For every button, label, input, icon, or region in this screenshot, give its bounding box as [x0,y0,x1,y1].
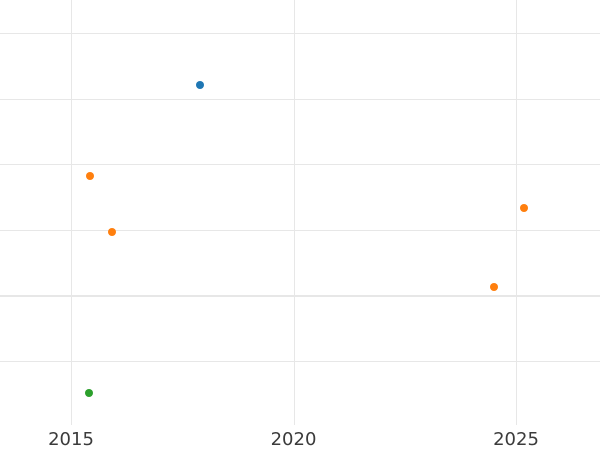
data-point-orange [520,204,528,213]
horizontal-gridline [0,98,600,100]
x-tick-label: 2020 [270,429,317,450]
horizontal-gridline [0,361,600,363]
vertical-gridline [71,0,73,425]
vertical-gridline [293,0,295,425]
data-point-blue [196,80,205,89]
data-point-orange [490,282,499,291]
data-point-orange [107,228,116,237]
horizontal-gridline [0,295,600,297]
horizontal-gridline [0,229,600,232]
horizontal-gridline [0,33,600,35]
x-tick-label: 2025 [493,429,539,450]
vertical-gridline [516,0,518,425]
x-tick-label: 2015 [48,429,94,450]
data-point-orange [86,172,95,180]
data-point-green [84,389,93,398]
horizontal-gridline [0,164,600,166]
